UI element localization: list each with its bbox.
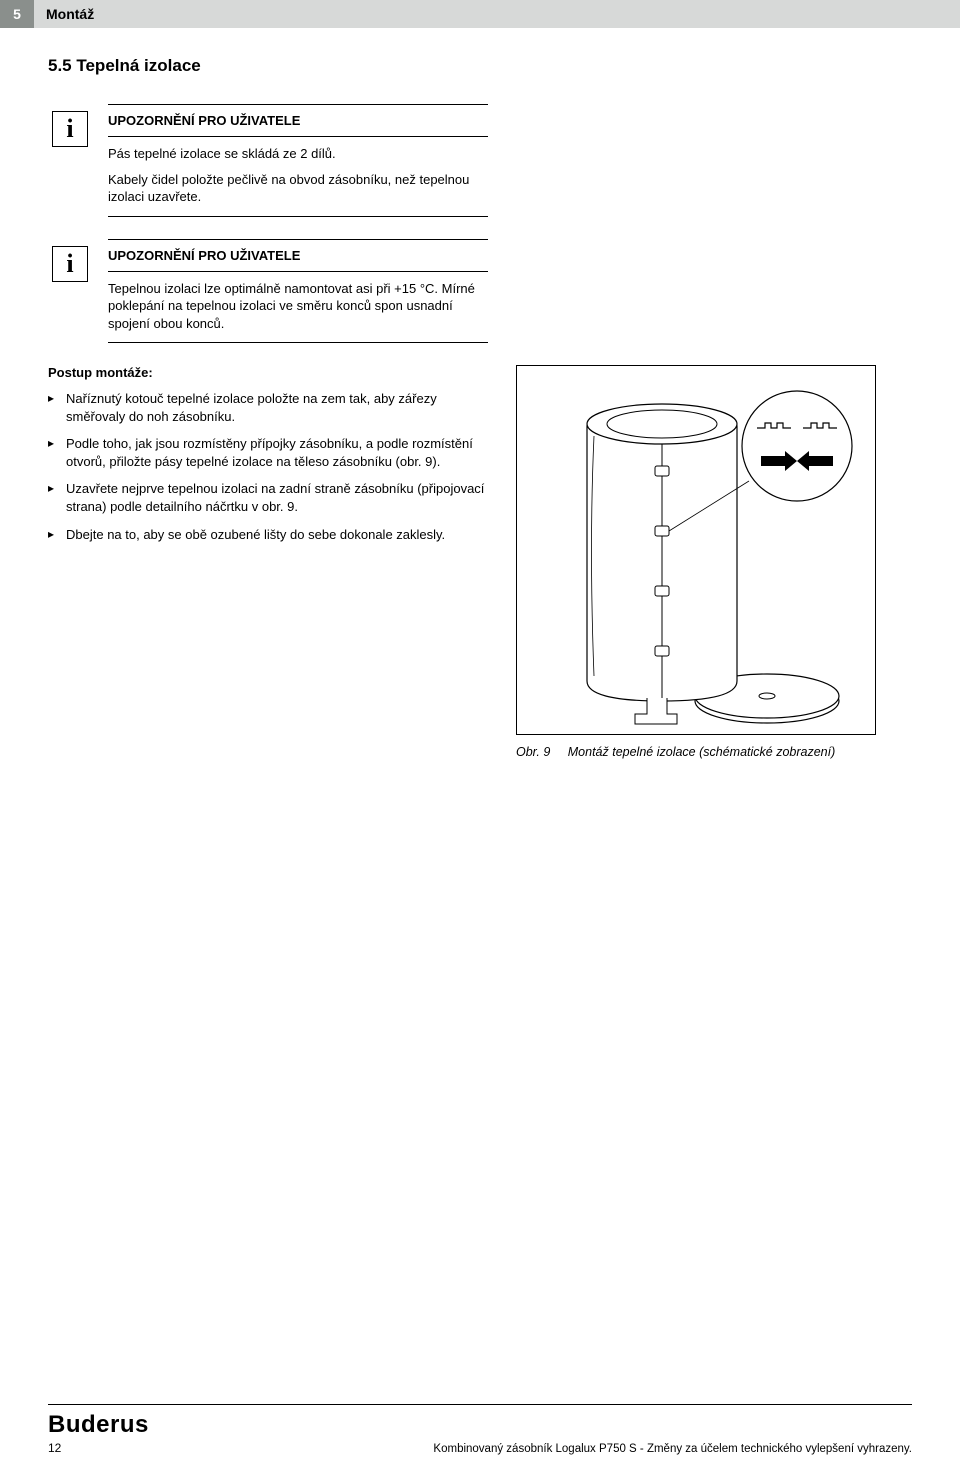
procedure-heading: Postup montáže: <box>48 365 488 380</box>
notice-2-text: Tepelnou izolaci lze optimálně namontova… <box>108 280 488 333</box>
procedure-list: Naříznutý kotouč tepelné izolace položte… <box>48 390 488 543</box>
chapter-header: 5 Montáž <box>0 0 960 28</box>
info-icon: i <box>52 246 88 282</box>
figure-caption-text: Montáž tepelné izolace (schématické zobr… <box>568 745 836 759</box>
notice-1-line1: Pás tepelné izolace se skládá ze 2 dílů. <box>108 145 488 163</box>
list-item: Uzavřete nejprve tepelnou izolaci na zad… <box>48 480 488 515</box>
notice-box-1: i UPOZORNĚNÍ PRO UŽIVATELE Pás tepelné i… <box>108 104 488 217</box>
chapter-number: 5 <box>0 0 34 28</box>
notice-1-title: UPOZORNĚNÍ PRO UŽIVATELE <box>108 113 488 128</box>
section-heading: 5.5 Tepelná izolace <box>48 56 912 76</box>
brand-logo: Buderus <box>48 1411 149 1439</box>
notice-2-title: UPOZORNĚNÍ PRO UŽIVATELE <box>108 248 488 263</box>
list-item: Dbejte na to, aby se obě ozubené lišty d… <box>48 526 488 544</box>
page-footer: Buderus 12 Kombinovaný zásobník Logalux … <box>0 1404 960 1455</box>
info-icon: i <box>52 111 88 147</box>
figure-caption: Obr. 9 Montáž tepelné izolace (schématic… <box>516 745 912 759</box>
page-number: 12 <box>48 1441 149 1455</box>
list-item: Podle toho, jak jsou rozmístěny přípojky… <box>48 435 488 470</box>
list-item: Naříznutý kotouč tepelné izolace položte… <box>48 390 488 425</box>
figure-9 <box>516 365 876 735</box>
notice-1-line2: Kabely čidel položte pečlivě na obvod zá… <box>108 171 488 206</box>
footer-text: Kombinovaný zásobník Logalux P750 S - Zm… <box>433 1443 912 1455</box>
figure-label: Obr. 9 <box>516 745 550 759</box>
insulation-diagram <box>517 366 877 736</box>
notice-box-2: i UPOZORNĚNÍ PRO UŽIVATELE Tepelnou izol… <box>108 239 488 344</box>
chapter-title: Montáž <box>34 0 960 28</box>
